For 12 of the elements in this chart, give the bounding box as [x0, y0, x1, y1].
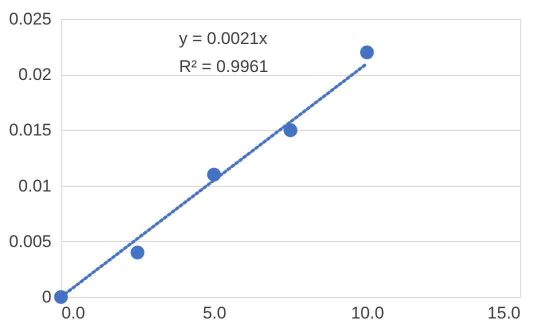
y-tick-label: 0.005 — [8, 232, 52, 251]
y-tick-label: 0.015 — [8, 120, 52, 140]
y-tick-label: 0.02 — [18, 65, 52, 84]
y-tick-label: 0.025 — [8, 10, 52, 28]
x-tick-label: 5.0 — [202, 304, 226, 322]
x-tick-label: 0.0 — [62, 304, 86, 322]
annotation: y = 0.0021x — [179, 29, 268, 48]
annotation: R² = 0.9961 — [179, 57, 268, 76]
x-tick-label: 10.0 — [350, 304, 384, 322]
x-tick-label: 15.0 — [487, 304, 520, 322]
y-tick-label: 0.01 — [18, 176, 52, 196]
y-tick-label: 0 — [42, 288, 52, 306]
